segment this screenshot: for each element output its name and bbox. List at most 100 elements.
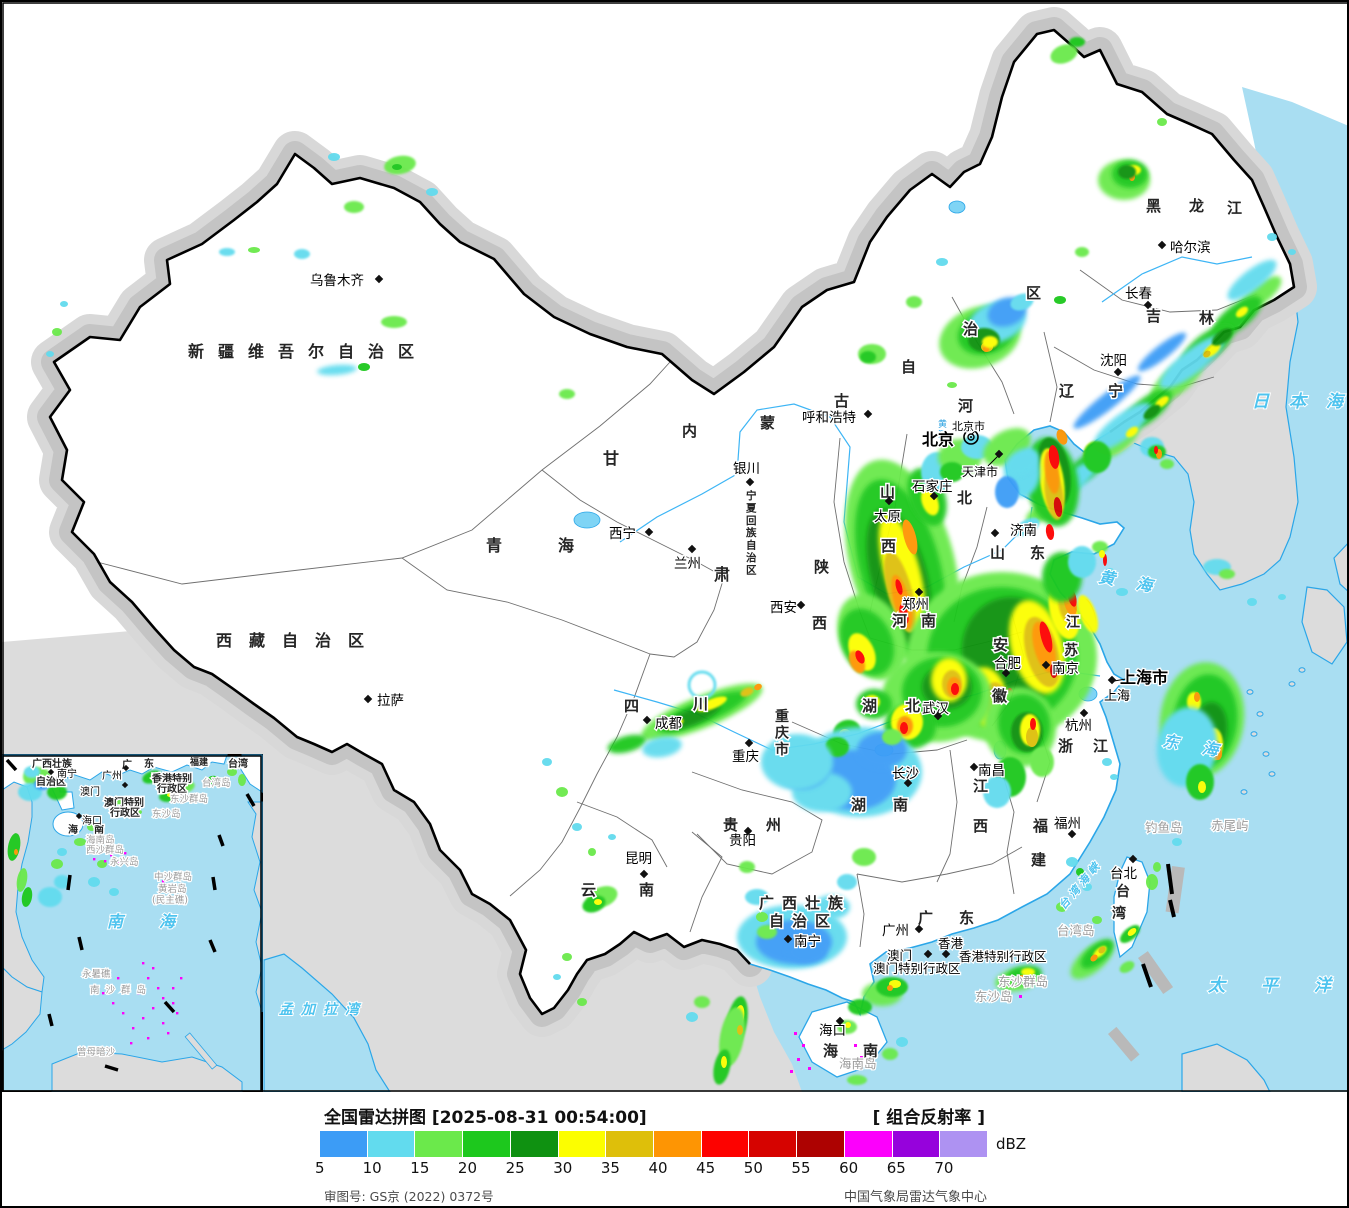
svg-text:海口: 海口 xyxy=(819,1023,846,1039)
svg-text:湖: 湖 xyxy=(851,796,866,814)
scale-tick: 10 xyxy=(362,1159,382,1177)
svg-text:北: 北 xyxy=(957,489,972,507)
color-scale-bar xyxy=(320,1131,988,1157)
svg-text:区: 区 xyxy=(1026,284,1041,302)
svg-text:宁: 宁 xyxy=(1108,382,1123,400)
svg-text:武汉: 武汉 xyxy=(922,701,950,717)
svg-text:长沙: 长沙 xyxy=(892,766,919,782)
svg-text:山: 山 xyxy=(880,483,895,501)
svg-text:青海: 青海 xyxy=(486,536,630,555)
unit-label: dBZ xyxy=(996,1135,1027,1153)
svg-text:东沙群岛: 东沙群岛 xyxy=(998,974,1048,989)
svg-text:行政区: 行政区 xyxy=(156,782,187,795)
scale-swatch xyxy=(797,1131,844,1157)
svg-text:蒙: 蒙 xyxy=(760,414,775,432)
svg-text:南海: 南海 xyxy=(107,912,211,931)
map-title: 全国雷达拼图 [2025-08-31 00:54:00] xyxy=(324,1108,647,1128)
svg-text:福州: 福州 xyxy=(1054,816,1081,832)
svg-text:兰州: 兰州 xyxy=(674,556,701,572)
color-scale-ticks: 5 10 15 20 25 30 35 40 45 50 55 60 65 70 xyxy=(2,1159,1347,1177)
svg-text:南: 南 xyxy=(863,1042,878,1060)
scale-tick: 65 xyxy=(886,1159,906,1177)
svg-text:福: 福 xyxy=(1032,817,1048,835)
svg-text:内: 内 xyxy=(682,422,697,440)
svg-text:湖: 湖 xyxy=(862,697,877,715)
scale-swatch xyxy=(654,1131,701,1157)
svg-text:西宁: 西宁 xyxy=(609,525,636,542)
radar-echoes xyxy=(46,37,1296,1085)
svg-text:州: 州 xyxy=(765,816,781,834)
svg-text:郑州: 郑州 xyxy=(902,597,929,613)
svg-text:南京: 南京 xyxy=(1052,661,1079,677)
svg-text:新疆维吾尔自治区: 新疆维吾尔自治区 xyxy=(188,342,428,361)
svg-text:南昌: 南昌 xyxy=(978,763,1005,779)
scale-tick: 25 xyxy=(505,1159,525,1177)
svg-text:太平洋: 太平洋 xyxy=(1207,976,1349,996)
svg-text:澳门: 澳门 xyxy=(887,948,912,963)
svg-text:南宁: 南宁 xyxy=(57,767,77,780)
scale-tick: 50 xyxy=(743,1159,763,1177)
scale-swatch xyxy=(749,1131,797,1157)
svg-text:陕: 陕 xyxy=(814,558,829,576)
svg-text:杭州: 杭州 xyxy=(1065,718,1092,734)
svg-text:澳门特别: 澳门特别 xyxy=(104,796,144,809)
svg-text:南宁: 南宁 xyxy=(794,933,821,950)
scale-tick: 15 xyxy=(410,1159,430,1177)
svg-text:宁夏回族自治区: 宁夏回族自治区 xyxy=(745,489,757,576)
svg-text:南: 南 xyxy=(94,823,104,836)
svg-text:海南岛: 海南岛 xyxy=(86,834,115,846)
svg-text:上海: 上海 xyxy=(1104,689,1130,704)
svg-text:广西壮族: 广西壮族 xyxy=(32,757,73,770)
svg-text:海: 海 xyxy=(823,1042,838,1060)
svg-text:广州: 广州 xyxy=(102,770,122,782)
svg-text:黄岩岛: 黄岩岛 xyxy=(158,883,187,895)
svg-text:东: 东 xyxy=(1030,544,1045,562)
svg-text:石家庄: 石家庄 xyxy=(912,478,953,495)
approval-number: 审图号: GS京 (2022) 0372号 xyxy=(324,1189,494,1204)
svg-text:辽: 辽 xyxy=(1059,382,1074,400)
svg-text:河: 河 xyxy=(958,397,973,415)
svg-text:行政区: 行政区 xyxy=(109,806,140,819)
svg-text:东沙岛: 东沙岛 xyxy=(152,808,181,820)
svg-text:海南岛: 海南岛 xyxy=(839,1056,877,1071)
scale-tick: 45 xyxy=(696,1159,716,1177)
svg-text:自治区: 自治区 xyxy=(36,775,66,788)
svg-text:自治区: 自治区 xyxy=(769,912,838,930)
svg-text:银川: 银川 xyxy=(733,461,760,477)
svg-text:东沙群岛: 东沙群岛 xyxy=(170,793,208,805)
map-labels: 新疆维吾尔自治区西藏自治区青海甘肃内 蒙古自治区宁夏回族自治区 陕西山西山东河北河南… xyxy=(187,196,1349,1073)
svg-text:浙: 浙 xyxy=(1058,737,1073,755)
svg-text:南: 南 xyxy=(639,881,654,899)
svg-text:西沙群岛: 西沙群岛 xyxy=(86,844,124,856)
svg-text:(民主礁): (民主礁) xyxy=(152,894,188,906)
svg-text:赤尾屿: 赤尾屿 xyxy=(1211,818,1249,833)
svg-text:林: 林 xyxy=(1199,309,1215,327)
scale-swatch xyxy=(510,1131,558,1157)
svg-text:江: 江 xyxy=(973,777,988,795)
svg-text:江: 江 xyxy=(1093,737,1108,755)
svg-text:西: 西 xyxy=(812,614,827,632)
svg-text:重庆市: 重庆市 xyxy=(775,708,789,758)
svg-text:徽: 徽 xyxy=(991,687,1008,705)
svg-text:曾母暗沙: 曾母暗沙 xyxy=(77,1046,116,1058)
scale-tick: 30 xyxy=(553,1159,573,1177)
svg-text:自: 自 xyxy=(901,358,916,376)
scale-swatch xyxy=(320,1131,367,1157)
svg-text:黄河: 黄河 xyxy=(938,418,947,441)
scale-swatch xyxy=(558,1131,606,1157)
legend-panel: 全国雷达拼图 [2025-08-31 00:54:00] [ 组合反射率 ] 5… xyxy=(2,1092,1347,1206)
svg-text:南沙群岛: 南沙群岛 xyxy=(90,984,152,996)
svg-text:中沙群岛: 中沙群岛 xyxy=(154,871,192,883)
scale-swatch xyxy=(940,1131,988,1157)
scale-tick: 55 xyxy=(791,1159,811,1177)
scale-swatch xyxy=(844,1131,892,1157)
svg-text:哈尔滨: 哈尔滨 xyxy=(1170,240,1211,256)
svg-text:江: 江 xyxy=(1066,614,1080,631)
scale-tick: 20 xyxy=(457,1159,478,1177)
svg-text:北京市: 北京市 xyxy=(952,419,985,433)
svg-text:广西壮族: 广西壮族 xyxy=(759,894,851,912)
svg-text:广: 广 xyxy=(918,909,933,927)
svg-text:江: 江 xyxy=(1227,199,1242,217)
svg-text:东: 东 xyxy=(144,757,154,770)
svg-text:贵: 贵 xyxy=(723,816,738,834)
